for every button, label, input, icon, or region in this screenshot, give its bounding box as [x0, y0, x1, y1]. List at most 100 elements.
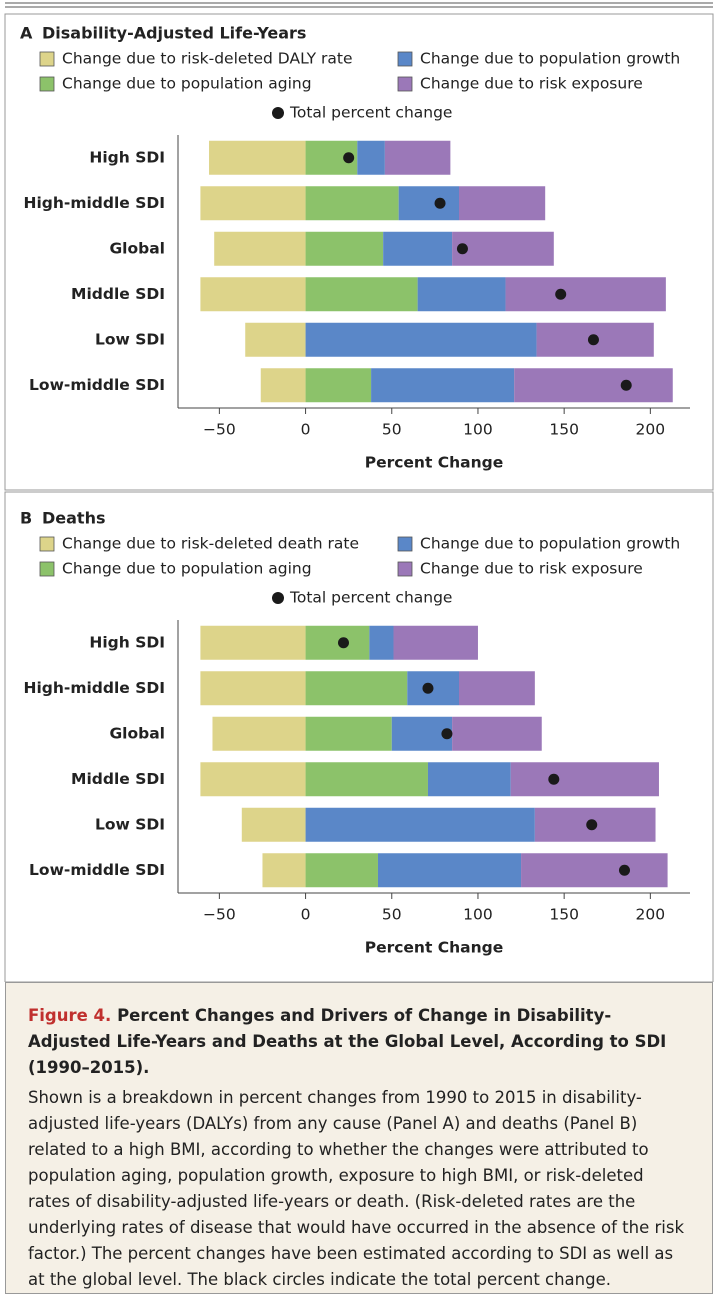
- legend-label: Change due to population growth: [420, 535, 680, 553]
- total-dot: [618, 864, 630, 876]
- bar-segment: [200, 277, 306, 312]
- bar-segment: [427, 762, 511, 797]
- bar-segment: [458, 186, 546, 221]
- category-label: Middle SDI: [71, 285, 165, 303]
- bar-segment: [209, 140, 306, 175]
- bar-segment: [371, 368, 515, 403]
- x-tick-label: 50: [382, 906, 402, 924]
- bar-segment: [262, 853, 306, 888]
- legend-label: Change due to population growth: [420, 50, 680, 68]
- figure: A Disability-Adjusted Life-Years Change du…: [4, 2, 714, 982]
- legend-label: Change due to population aging: [62, 560, 312, 578]
- bar-segment: [305, 368, 372, 403]
- bar-segment: [357, 140, 385, 175]
- total-dot: [587, 334, 599, 346]
- bar-segment: [305, 625, 370, 660]
- legend-label: Change due to risk exposure: [420, 75, 643, 93]
- bar-segment: [245, 322, 306, 357]
- bar-segment: [384, 140, 451, 175]
- legend-label: Total percent change: [289, 589, 452, 607]
- legend-label: Total percent change: [289, 104, 452, 122]
- x-tick-label: 100: [463, 421, 493, 439]
- caption-body: Shown is a breakdown in percent changes …: [28, 1088, 685, 1289]
- bar-segment: [241, 807, 306, 842]
- bar-segment: [260, 368, 306, 403]
- x-tick-label: 100: [463, 906, 493, 924]
- x-tick-label: −50: [203, 906, 236, 924]
- legend-label: Change due to population aging: [62, 75, 312, 93]
- x-tick-label: 200: [636, 421, 666, 439]
- legend-swatch: [397, 76, 413, 92]
- legend-swatch: [397, 51, 413, 67]
- total-dot: [337, 637, 349, 649]
- panel-title: Disability-Adjusted Life-Years: [42, 24, 306, 43]
- total-dot: [548, 773, 560, 785]
- bar-segment: [305, 277, 418, 312]
- bar-segment: [521, 853, 668, 888]
- x-tick-label: 0: [301, 906, 311, 924]
- total-dot: [343, 152, 355, 164]
- panel-frame: [4, 13, 714, 491]
- total-dot: [434, 197, 446, 209]
- bar-segment: [200, 671, 306, 706]
- x-tick-label: 50: [382, 421, 402, 439]
- legend-label: Change due to risk exposure: [420, 560, 643, 578]
- category-label: Middle SDI: [71, 770, 165, 788]
- legend-swatch: [397, 536, 413, 552]
- bar-segment: [452, 716, 542, 751]
- caption-title: Figure 4. Percent Changes and Drivers of…: [28, 1003, 690, 1081]
- category-label: High SDI: [89, 148, 165, 166]
- legend-swatch: [39, 51, 55, 67]
- bar-segment: [417, 277, 506, 312]
- bar-segment: [200, 625, 306, 660]
- legend-label: Change due to risk-deleted DALY rate: [62, 50, 353, 68]
- bar-segment: [212, 716, 306, 751]
- x-tick-label: 0: [301, 421, 311, 439]
- bar-segment: [377, 853, 522, 888]
- category-label: Low-middle SDI: [29, 376, 165, 394]
- bar-segment: [214, 231, 306, 266]
- total-dot: [586, 819, 598, 831]
- bar-segment: [305, 186, 399, 221]
- bar-segment: [505, 277, 666, 312]
- category-label: Low SDI: [95, 330, 165, 348]
- bar-segment: [305, 671, 408, 706]
- category-label: Low-middle SDI: [29, 861, 165, 879]
- x-axis-label: Percent Change: [365, 454, 504, 472]
- legend-label: Change due to risk-deleted death rate: [62, 535, 359, 553]
- x-tick-label: −50: [203, 421, 236, 439]
- legend-swatch: [39, 536, 55, 552]
- bar-segment: [305, 322, 537, 357]
- category-label: Low SDI: [95, 815, 165, 833]
- bar-segment: [200, 762, 306, 797]
- bar-segment: [305, 807, 535, 842]
- total-dot: [456, 243, 468, 255]
- bar-segment: [383, 231, 453, 266]
- bar-segment: [514, 368, 673, 403]
- bar-segment: [305, 762, 428, 797]
- total-dot: [422, 682, 434, 694]
- bar-segment: [305, 716, 392, 751]
- x-tick-label: 200: [636, 906, 666, 924]
- legend-swatch: [39, 561, 55, 577]
- category-label: Global: [109, 239, 165, 257]
- panel-frame: [4, 491, 714, 982]
- bar-segment: [458, 671, 535, 706]
- panel-label: A: [20, 24, 33, 43]
- panel-label: B: [20, 509, 32, 528]
- total-dot: [441, 728, 453, 740]
- bar-segment: [200, 186, 306, 221]
- caption: Figure 4. Percent Changes and Drivers of…: [5, 982, 713, 1294]
- bar-segment: [305, 853, 378, 888]
- category-label: High-middle SDI: [23, 679, 165, 697]
- legend-swatch: [397, 561, 413, 577]
- caption-heading: Percent Changes and Drivers of Change in…: [28, 1006, 667, 1077]
- bar-segment: [369, 625, 394, 660]
- category-label: Global: [109, 724, 165, 742]
- x-tick-label: 150: [549, 421, 579, 439]
- bar-segment: [398, 186, 459, 221]
- caption-label: Figure 4.: [28, 1006, 112, 1025]
- bar-segment: [305, 231, 384, 266]
- x-tick-label: 150: [549, 906, 579, 924]
